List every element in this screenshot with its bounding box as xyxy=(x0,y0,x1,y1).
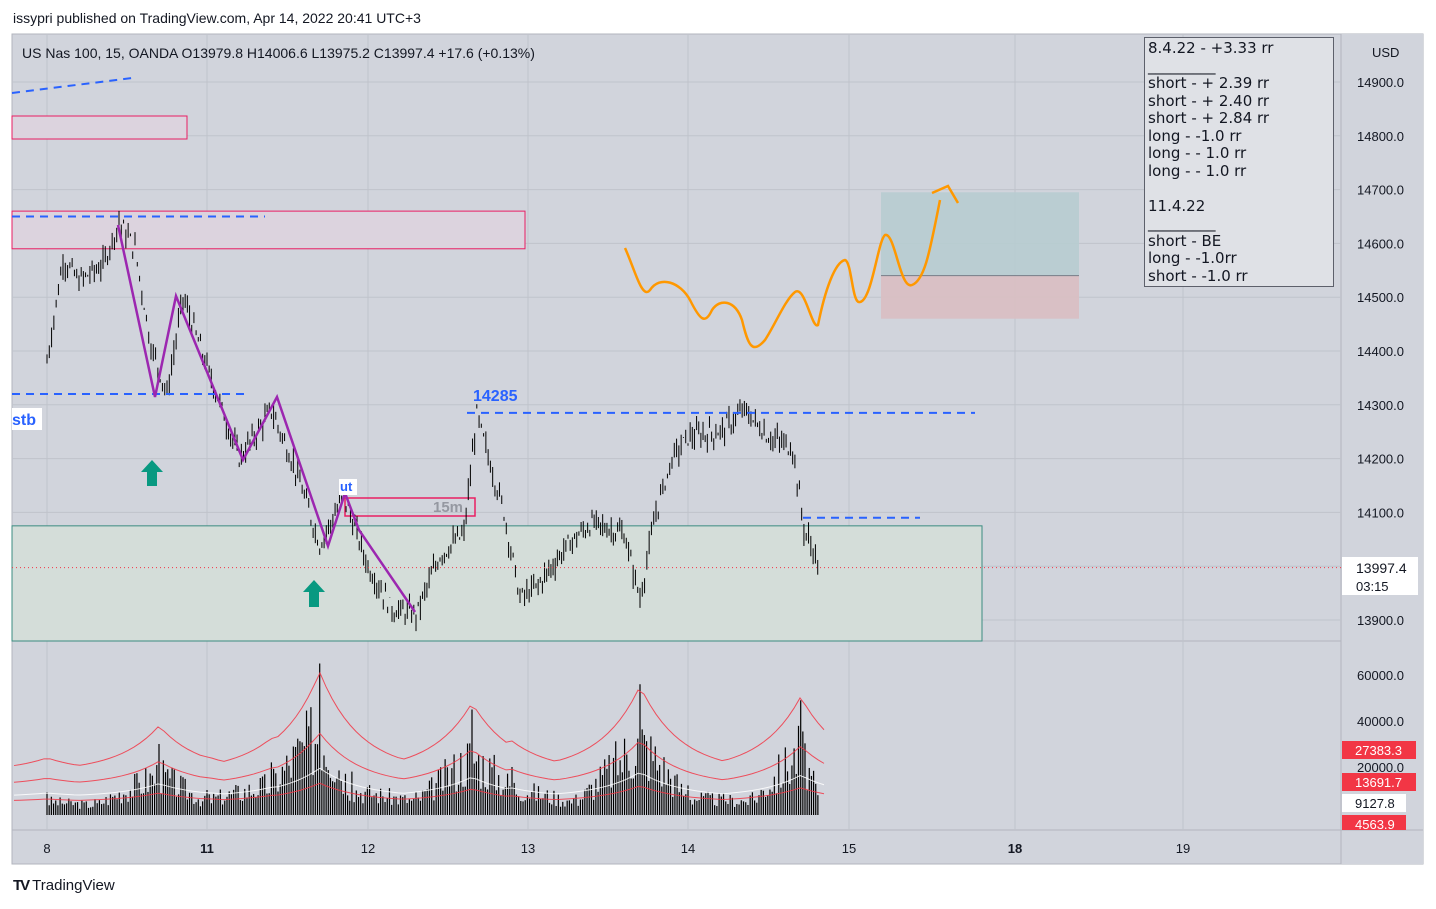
current-price-label: 13997.4 xyxy=(1356,560,1407,576)
volume-band xyxy=(13,767,825,796)
time-axis: 8 11 12 13 14 15 18 19 xyxy=(43,841,1190,856)
zigzag-pattern xyxy=(116,224,417,613)
note-line: short - + 2.84 rr xyxy=(1148,109,1270,127)
stb-label-bg xyxy=(12,408,42,430)
note-line: 11.4.22 xyxy=(1148,196,1206,215)
price-tick: 14200.0 xyxy=(1357,452,1404,467)
volume-band xyxy=(13,782,825,801)
symbol-info: US Nas 100, 15, OANDA O13979.8 H14006.6 … xyxy=(22,45,535,61)
volume-pane xyxy=(13,663,825,815)
upper-zone xyxy=(11,115,188,140)
time-tick: 11 xyxy=(200,841,214,856)
volume-tick: 20000.0 xyxy=(1357,760,1404,775)
position-target-zone xyxy=(881,192,1079,276)
note-line: short - -1.0 rr xyxy=(1148,266,1248,285)
note-line xyxy=(1148,180,1333,198)
forecast-path xyxy=(623,199,942,349)
volume-tick: 60000.0 xyxy=(1357,668,1404,683)
vol-badge-4-bg xyxy=(1342,815,1406,830)
level-label-14285: 14285 xyxy=(473,388,518,405)
up-arrow-2 xyxy=(303,580,325,607)
price-tick: 13900.0 xyxy=(1357,613,1404,628)
price-tick: 14400.0 xyxy=(1357,344,1404,359)
note-line: _________ xyxy=(1148,56,1216,75)
tf-label: 15m xyxy=(433,499,463,516)
volume-band xyxy=(13,732,825,783)
time-tick: 13 xyxy=(521,841,535,856)
volume-tick: 40000.0 xyxy=(1357,714,1404,729)
currency-label: USD xyxy=(1372,45,1399,60)
countdown-label: 03:15 xyxy=(1356,579,1389,594)
demand-zone xyxy=(11,525,983,642)
note-line: _________ xyxy=(1148,214,1216,232)
time-tick: 15 xyxy=(842,841,856,856)
price-axis: 14900.0 14800.0 14700.0 14600.0 14500.0 14400… xyxy=(1357,75,1404,775)
drawings xyxy=(11,77,975,613)
vol-badge-4: 4563.9 xyxy=(1355,817,1395,832)
position-stop-zone xyxy=(881,275,1079,319)
price-tick: 14700.0 xyxy=(1357,183,1404,198)
price-tick: 14600.0 xyxy=(1357,236,1404,251)
note-line: long - -1.0 rr xyxy=(1148,126,1242,145)
vol-badge-3-bg xyxy=(1342,794,1406,812)
zones xyxy=(11,115,1079,642)
price-tick: 14900.0 xyxy=(1357,75,1404,90)
vol-badge-1-bg xyxy=(1342,741,1416,759)
time-tick: 19 xyxy=(1176,841,1190,856)
volume-band xyxy=(13,671,825,767)
stb-label: stb xyxy=(12,412,36,429)
vol-badge-3: 9127.8 xyxy=(1355,796,1395,811)
note-line: long - -1.0rr xyxy=(1148,249,1237,267)
note-line: short - + 2.40 rr xyxy=(1148,91,1270,110)
publish-header: issypri published on TradingView.com, Ap… xyxy=(13,10,421,26)
price-tick: 14800.0 xyxy=(1357,129,1404,144)
current-price-badge xyxy=(1342,557,1418,595)
note-line: long - - 1.0 rr xyxy=(1148,161,1247,180)
ut-label: ut xyxy=(340,479,353,494)
trade-notes: 8.4.22 - +3.33 rr _________ short - + 2.… xyxy=(1144,37,1334,287)
price-tick: 14300.0 xyxy=(1357,398,1404,413)
grid xyxy=(12,34,1341,830)
vol-badge-2-bg xyxy=(1342,773,1416,791)
time-tick: 12 xyxy=(361,841,375,856)
trendline-top xyxy=(11,77,133,94)
note-line: 8.4.22 - +3.33 rr xyxy=(1148,39,1274,57)
price-tick: 14500.0 xyxy=(1357,290,1404,305)
footer[interactable]: TV TradingView xyxy=(13,877,115,894)
forecast-arrowhead xyxy=(931,184,960,204)
footer-brand: TradingView xyxy=(32,877,115,894)
note-line: long - - 1.0 rr xyxy=(1148,144,1247,162)
note-line: short - BE xyxy=(1148,231,1222,250)
vol-badge-1: 27383.3 xyxy=(1355,743,1402,758)
price-tick: 14100.0 xyxy=(1357,505,1404,520)
time-tick: 8 xyxy=(43,841,50,856)
vol-badge-2: 13691.7 xyxy=(1355,775,1402,790)
time-tick: 14 xyxy=(681,841,695,856)
note-line: short - + 2.39 rr xyxy=(1148,74,1270,92)
tradingview-logo-icon: TV xyxy=(13,877,30,894)
ut-zone xyxy=(344,497,476,517)
ut-label-bg xyxy=(339,479,357,495)
up-arrow-1 xyxy=(141,460,163,486)
time-tick: 18 xyxy=(1008,841,1022,856)
price-axis-background xyxy=(1341,34,1423,864)
